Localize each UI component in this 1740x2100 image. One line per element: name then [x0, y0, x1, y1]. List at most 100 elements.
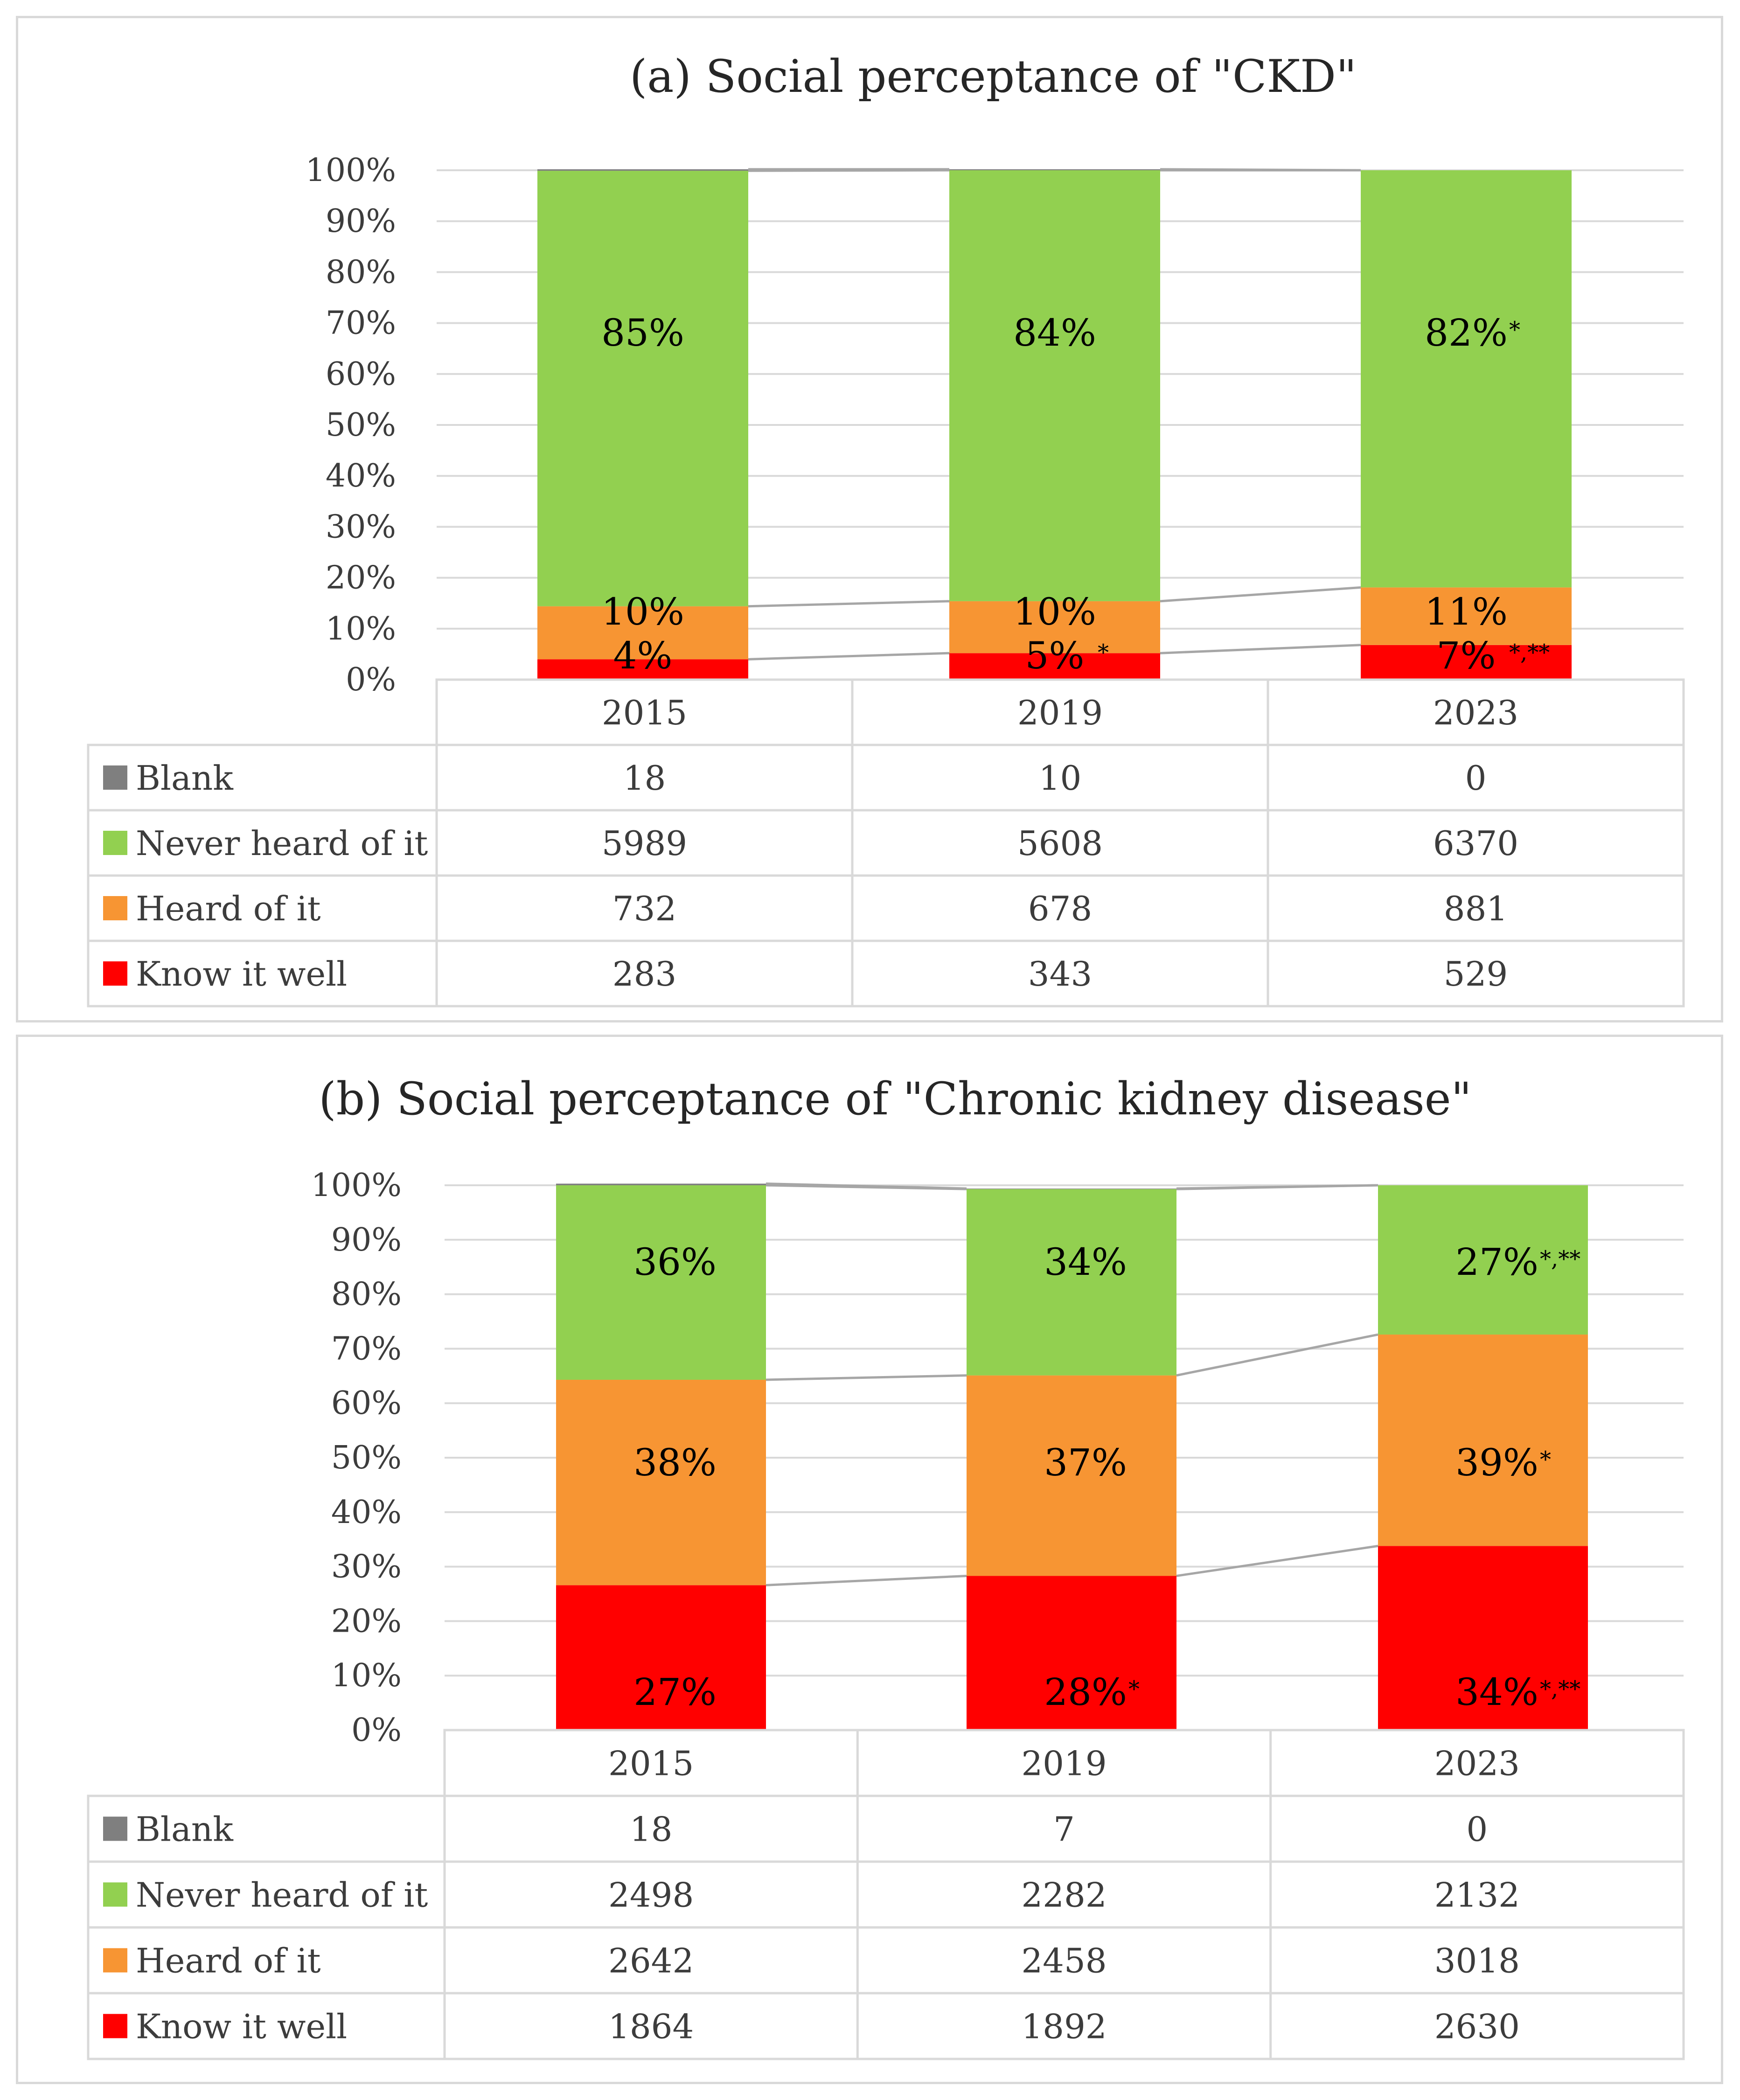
y-tick-label: 40% [326, 458, 396, 494]
y-tick-label: 60% [331, 1385, 402, 1422]
y-tick-label: 20% [331, 1603, 402, 1640]
data-label: 37% [1044, 1441, 1127, 1484]
data-label: 36% [633, 1240, 717, 1284]
data-label: 85% [601, 311, 684, 355]
table-cell-count: 2630 [1434, 2007, 1520, 2046]
data-label: 38% [633, 1441, 717, 1484]
legend-label: Never heard of it [136, 1876, 428, 1915]
series-connector-line [1160, 644, 1361, 654]
table-cell-count: 1892 [1021, 2007, 1107, 2046]
legend-key [103, 765, 127, 790]
series-connector-line [766, 1374, 967, 1381]
series-connector-line [1160, 168, 1361, 172]
y-tick-label: 100% [311, 1167, 402, 1204]
bar-know-it-well [949, 653, 1160, 680]
y-tick-label: 50% [326, 407, 396, 444]
table-cell-count: 2498 [608, 1876, 694, 1915]
x-category-label: 2019 [1017, 693, 1103, 732]
bar-know-it-well [967, 1576, 1176, 1730]
bar-heard-of-it [556, 1379, 766, 1585]
legend-label: Heard of it [136, 1941, 321, 1981]
legend-key [103, 1816, 127, 1841]
data-label: 27% [1455, 1240, 1538, 1284]
data-label: 34% [1044, 1240, 1127, 1284]
data-label: 7% [1437, 634, 1496, 677]
data-label: 28% [1044, 1670, 1127, 1714]
significance-marker: *,** [1540, 1676, 1580, 1702]
data-label: 34% [1455, 1670, 1538, 1714]
x-category-label: 2015 [608, 1744, 694, 1783]
legend-key [103, 896, 127, 920]
y-tick-label: 80% [326, 254, 396, 291]
table-cell-count: 18 [630, 1810, 673, 1849]
series-connector-line [748, 652, 950, 661]
data-label: 27% [633, 1670, 717, 1714]
table-row [87, 1992, 1685, 2060]
legend-key [103, 2014, 127, 2038]
significance-marker: * [1540, 1446, 1551, 1473]
table-cell-count: 7 [1053, 1810, 1075, 1849]
legend-label: Heard of it [136, 889, 321, 928]
chart-panel-b: (b) Social perceptance of "Chronic kidne… [16, 1035, 1723, 2084]
y-tick-label: 80% [331, 1276, 402, 1313]
bar-never-heard-of-it [1378, 1185, 1588, 1335]
table-cell-count: 2282 [1021, 1876, 1107, 1915]
legend-key [103, 961, 127, 986]
data-label: 10% [1013, 590, 1096, 633]
series-connector-line [1176, 1184, 1378, 1190]
y-tick-label: 90% [326, 203, 396, 240]
y-tick-label: 40% [331, 1494, 402, 1531]
y-tick-label: 30% [331, 1549, 402, 1585]
bar-never-heard-of-it [556, 1185, 766, 1380]
x-category-label: 2023 [1434, 1744, 1520, 1783]
y-tick-label: 10% [331, 1657, 402, 1694]
y-tick-label: 10% [326, 611, 396, 647]
bar-blank [537, 169, 748, 171]
table-row [87, 1794, 1685, 1863]
data-label: 84% [1013, 311, 1096, 355]
table-cell-count: 1864 [608, 2007, 694, 2046]
legend-key [103, 1882, 127, 1907]
bar-know-it-well [556, 1585, 766, 1730]
table-cell-count: 6370 [1433, 824, 1518, 863]
y-tick-label: 30% [326, 508, 396, 545]
series-connector-line [748, 600, 950, 608]
series-connector-line [1160, 586, 1361, 603]
legend-label: Blank [136, 758, 234, 798]
bar-heard-of-it [949, 601, 1160, 654]
y-tick-label: 90% [331, 1222, 402, 1259]
table-cell-count: 18 [623, 758, 666, 798]
y-tick-label: 100% [306, 152, 396, 189]
y-tick-label: 20% [326, 560, 396, 597]
series-connector-line [1176, 1544, 1378, 1577]
bar-never-heard-of-it [949, 170, 1160, 601]
y-tick-label: 60% [326, 356, 396, 393]
bar-blank [556, 1183, 766, 1185]
y-tick-label: 0% [346, 661, 396, 698]
chart-b-svg: (b) Social perceptance of "Chronic kidne… [87, 1073, 1685, 2060]
table-cell-count: 732 [612, 889, 676, 928]
chart-title: (a) Social perceptance of "CKD" [630, 50, 1357, 103]
table-cell-count: 0 [1465, 758, 1487, 798]
bar-never-heard-of-it [537, 171, 748, 606]
table-cell-count: 283 [612, 954, 676, 994]
table-cell-count: 3018 [1434, 1941, 1520, 1981]
table-cell-count: 0 [1466, 1810, 1488, 1849]
series-connector-line [1176, 1333, 1378, 1377]
data-label: 39% [1455, 1441, 1538, 1484]
table-cell-count: 2132 [1434, 1876, 1520, 1915]
significance-marker: * [1098, 640, 1109, 666]
data-label: 11% [1425, 590, 1508, 633]
bar-know-it-well [1361, 645, 1572, 680]
x-category-label: 2023 [1433, 693, 1518, 732]
table-row [87, 939, 1685, 1008]
bar-heard-of-it [537, 606, 748, 660]
significance-marker: * [1128, 1676, 1140, 1702]
significance-marker: *,** [1540, 1246, 1580, 1272]
x-category-label: 2019 [1021, 1744, 1107, 1783]
legend-label: Know it well [136, 2007, 347, 2046]
bar-heard-of-it [1378, 1335, 1588, 1546]
table-row [87, 744, 1685, 812]
chart-a-svg: (a) Social perceptance of "CKD" 0% 10% 20% 3… [87, 50, 1685, 1008]
data-label: 82% [1425, 311, 1508, 355]
